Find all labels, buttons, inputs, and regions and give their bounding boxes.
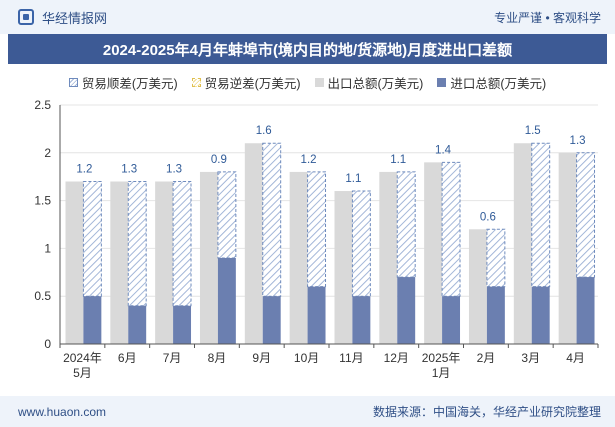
surplus-data-label: 1.1 xyxy=(390,154,406,166)
bar-chart: 0 0.5 1 1.5 2 2.5 1.2 2024年 5月 1.3 6月 1.3 7月 0.9 8月 1.6… xyxy=(34,98,599,380)
chart-title: 2024-2025年4月年蚌埠市(境内目的地/货源地)月度进出口差额 xyxy=(8,34,607,64)
export-bar xyxy=(65,181,84,344)
import-bar xyxy=(352,296,371,344)
surplus-data-label: 0.6 xyxy=(480,211,496,223)
export-bar xyxy=(513,143,532,344)
import-bar xyxy=(397,277,416,344)
import-bar xyxy=(128,305,147,344)
data-source: 数据来源：中国海关，华经产业研究院整理 xyxy=(372,405,601,419)
y-tick-label: 1 xyxy=(44,241,51,255)
surplus-data-label: 1.3 xyxy=(166,163,182,175)
import-bar xyxy=(486,286,505,344)
x-tick-label: 3月 xyxy=(521,351,540,365)
export-bar xyxy=(244,143,263,344)
import-bar xyxy=(307,286,326,344)
tagline: 专业严谨 • 客观科学 xyxy=(494,10,601,25)
export-bar xyxy=(155,181,174,344)
surplus-bar xyxy=(127,180,147,307)
legend-label-surplus: 贸易顺差(万美元) xyxy=(81,76,178,91)
brand: 华经情报网 xyxy=(18,8,107,27)
legend-label-export: 出口总额(万美元) xyxy=(327,76,424,91)
x-tick-label: 6月 xyxy=(118,351,137,365)
import-swatch-icon xyxy=(437,77,447,87)
x-tick-label: 2月 xyxy=(477,351,496,365)
import-bar xyxy=(262,296,281,344)
surplus-bar xyxy=(307,171,327,288)
export-bar xyxy=(199,171,218,344)
y-tick-label: 0.5 xyxy=(34,289,51,303)
surplus-bar xyxy=(217,171,237,259)
export-bar xyxy=(379,171,398,344)
surplus-data-label: 1.4 xyxy=(435,144,452,156)
surplus-bar xyxy=(441,161,461,297)
labels: 0 0.5 1 1.5 2 2.5 1.2 2024年 5月 1.3 6月 1.3 7月 0.9 8月 1.6… xyxy=(34,98,585,380)
surplus-data-label: 1.1 xyxy=(345,173,361,185)
legend-item-import: 进口总额(万美元) xyxy=(437,73,546,92)
chart-legend: 贸易顺差(万美元) 贸易逆差(万美元) 出口总额(万美元) 进口总额(万美元) xyxy=(0,70,615,94)
export-bar xyxy=(334,191,353,344)
y-tick-label: 2.5 xyxy=(34,98,51,112)
surplus-data-label: 1.3 xyxy=(570,135,586,147)
surplus-data-label: 1.2 xyxy=(76,163,92,175)
y-tick-label: 2 xyxy=(44,146,51,160)
x-tick-label: 8月 xyxy=(208,351,227,365)
top-bar: 华经情报网 专业严谨 • 客观科学 xyxy=(0,0,615,34)
logo-icon xyxy=(18,9,34,25)
x-tick-label: 9月 xyxy=(252,351,271,365)
surplus-data-label: 1.5 xyxy=(525,125,541,137)
import-bar xyxy=(442,296,461,344)
surplus-bar xyxy=(351,190,371,297)
surplus-data-label: 1.6 xyxy=(256,125,272,137)
bars xyxy=(65,142,596,344)
surplus-bar xyxy=(172,180,192,307)
legend-label-import: 进口总额(万美元) xyxy=(450,76,547,91)
y-tick-label: 0 xyxy=(44,337,51,351)
x-tick-label: 10月 xyxy=(294,351,319,365)
surplus-data-label: 1.3 xyxy=(121,163,137,175)
y-tick-label: 1.5 xyxy=(34,194,51,208)
surplus-swatch-icon xyxy=(68,77,78,87)
legend-item-deficit: 贸易逆差(万美元) xyxy=(191,73,301,92)
export-bar xyxy=(558,152,577,344)
surplus-bar xyxy=(576,152,596,278)
surplus-data-label: 1.2 xyxy=(301,154,317,166)
brand-name: 华经情报网 xyxy=(42,10,108,26)
x-tick-label: 2024年 5月 xyxy=(63,351,102,380)
import-bar xyxy=(173,305,192,344)
export-bar xyxy=(424,162,443,344)
export-bar xyxy=(289,171,308,344)
x-tick-label: 2025年 1月 xyxy=(422,351,461,380)
x-tick-label: 11月 xyxy=(339,351,363,365)
import-bar xyxy=(531,286,550,344)
legend-item-export: 出口总额(万美元) xyxy=(314,73,424,92)
export-bar xyxy=(468,229,487,344)
axes xyxy=(59,105,599,348)
surplus-data-label: 0.9 xyxy=(211,154,227,166)
surplus-bar xyxy=(262,142,282,297)
x-tick-label: 4月 xyxy=(566,351,585,365)
legend-label-deficit: 贸易逆差(万美元) xyxy=(204,76,301,91)
website-link[interactable]: www.huaon.com xyxy=(18,404,107,419)
surplus-bar xyxy=(396,171,416,278)
export-swatch-icon xyxy=(314,77,324,87)
import-bar xyxy=(83,296,102,344)
deficit-swatch-icon xyxy=(191,77,201,87)
surplus-bar xyxy=(486,228,506,288)
import-bar xyxy=(217,257,236,344)
surplus-bar xyxy=(531,142,551,288)
grid-lines xyxy=(60,104,598,297)
import-bar xyxy=(576,277,595,344)
x-tick-label: 7月 xyxy=(163,351,182,365)
legend-item-surplus: 贸易顺差(万美元) xyxy=(68,73,178,92)
x-tick-label: 12月 xyxy=(384,351,409,365)
export-bar xyxy=(110,181,129,344)
surplus-bar xyxy=(82,180,102,297)
footer: www.huaon.com 数据来源：中国海关，华经产业研究院整理 xyxy=(0,396,615,427)
